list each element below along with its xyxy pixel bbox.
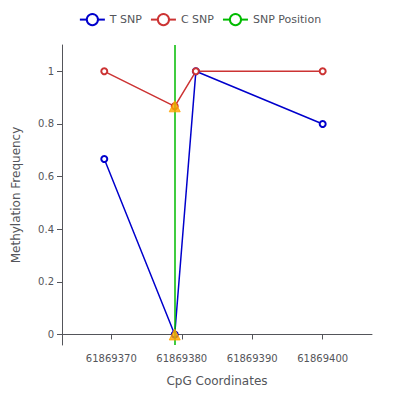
svg-text:61869400: 61869400	[297, 353, 348, 364]
svg-text:SNP Position: SNP Position	[253, 13, 321, 26]
svg-text:61869390: 61869390	[227, 353, 278, 364]
svg-text:0.8: 0.8	[38, 118, 54, 129]
svg-text:0: 0	[48, 329, 54, 340]
svg-text:1: 1	[48, 66, 54, 77]
svg-text:Methylation Frequency: Methylation Frequency	[9, 127, 23, 264]
svg-text:61869380: 61869380	[156, 353, 207, 364]
svg-text:C SNP: C SNP	[181, 13, 214, 26]
svg-text:CpG Coordinates: CpG Coordinates	[166, 374, 267, 388]
svg-text:0.2: 0.2	[38, 276, 54, 287]
svg-text:T SNP: T SNP	[109, 13, 142, 26]
svg-text:0.4: 0.4	[38, 224, 54, 235]
svg-text:61869370: 61869370	[86, 353, 137, 364]
svg-text:0.6: 0.6	[38, 171, 54, 182]
